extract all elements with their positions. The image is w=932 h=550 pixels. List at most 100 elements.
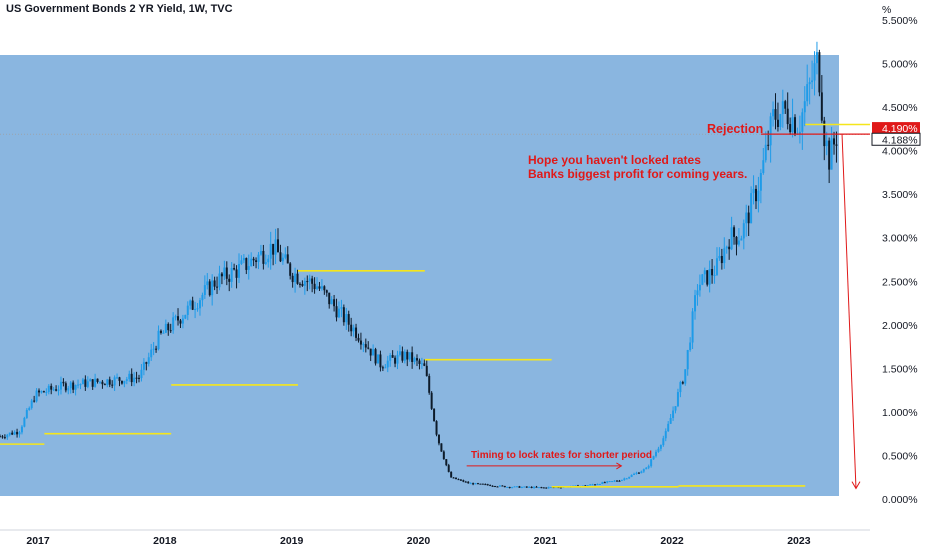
candle-body	[391, 355, 394, 358]
candle-body	[696, 290, 699, 296]
candle-body	[815, 52, 818, 64]
price-badge-red	[872, 122, 920, 135]
candle-body	[462, 480, 465, 482]
candle-body	[96, 378, 99, 382]
timing-arrow-head	[616, 462, 623, 470]
candle-body	[120, 380, 123, 384]
candle-body	[169, 330, 172, 332]
candle-body	[362, 344, 365, 346]
candle-body	[440, 443, 443, 452]
candle-body	[747, 212, 750, 224]
candle-body	[833, 138, 836, 145]
candle-body	[225, 267, 228, 279]
candle-body	[750, 193, 753, 224]
candle-body	[659, 445, 662, 449]
candle-body	[72, 382, 75, 390]
candle-body	[486, 484, 489, 486]
price-tick-label: 0.000%	[882, 494, 918, 506]
candle-body	[379, 354, 382, 368]
candle-body	[42, 391, 45, 393]
candle-body	[235, 269, 238, 278]
candle-body	[452, 477, 455, 479]
candle-body	[772, 109, 775, 117]
candle-body	[511, 487, 514, 489]
candle-body	[803, 101, 806, 113]
candle-body	[455, 477, 458, 480]
candle-body	[472, 483, 475, 485]
candle-body	[664, 431, 667, 439]
candle-body	[523, 486, 526, 488]
candle-body	[150, 349, 153, 358]
candle-body	[476, 483, 479, 485]
time-axis[interactable]	[0, 530, 870, 550]
candle-body	[228, 278, 231, 282]
candle-body	[467, 481, 470, 484]
candle-body	[459, 479, 462, 481]
candle-body	[594, 484, 597, 486]
candle-body	[16, 431, 19, 435]
candle-body	[413, 358, 416, 362]
candle-body	[25, 410, 28, 418]
candle-body	[625, 478, 628, 480]
candle-body	[247, 266, 250, 270]
time-tick-label: 2022	[660, 535, 684, 547]
candle-body	[123, 380, 126, 384]
candle-body	[79, 384, 82, 386]
candle-body	[237, 263, 240, 278]
candle-body	[545, 487, 548, 489]
candle-body	[464, 481, 467, 483]
price-tick-label: 3.000%	[882, 233, 918, 245]
candle-body	[589, 484, 592, 486]
candle-body	[425, 365, 428, 376]
candle-body	[203, 285, 206, 295]
candle-body	[508, 486, 511, 488]
candle-body	[286, 254, 289, 264]
candle-body	[164, 323, 167, 333]
candle-body	[272, 243, 275, 255]
candle-body	[318, 286, 321, 289]
candle-body	[769, 116, 772, 146]
candle-body	[35, 390, 38, 402]
candle-body	[586, 485, 589, 487]
candle-body	[294, 273, 297, 283]
candle-body	[350, 324, 353, 332]
candle-body	[825, 140, 828, 147]
candle-body	[0, 436, 1, 438]
candle-body	[59, 381, 62, 390]
candle-body	[530, 486, 533, 488]
candle-body	[620, 479, 623, 481]
candle-body	[633, 473, 636, 475]
candle-body	[369, 348, 372, 356]
candle-body	[813, 63, 816, 81]
candle-body	[396, 354, 399, 364]
candle-body	[47, 385, 50, 392]
candle-body	[689, 342, 692, 351]
candle-body	[667, 423, 670, 432]
candle-body	[764, 144, 767, 161]
candle-body	[401, 351, 404, 361]
candle-body	[550, 487, 553, 489]
candle-body	[433, 408, 436, 422]
candle-body	[101, 381, 104, 385]
price-axis[interactable]	[870, 0, 932, 530]
candle-body	[8, 432, 11, 435]
candle-body	[174, 316, 177, 318]
candle-body	[808, 82, 811, 85]
candle-body	[830, 138, 833, 170]
candle-body	[540, 487, 543, 489]
candle-body	[745, 212, 748, 224]
candle-body	[601, 482, 604, 485]
candle-body	[674, 406, 677, 411]
hope-label-line1: Hope you haven't locked rates	[528, 153, 701, 167]
down-arrow-head	[851, 481, 861, 490]
candle-body	[172, 317, 175, 331]
price-tick-label: 2.000%	[882, 320, 918, 332]
candle-body	[394, 357, 397, 364]
candle-body	[645, 467, 648, 470]
candle-body	[608, 481, 611, 483]
candle-body	[352, 327, 355, 332]
price-tick-label: 0.500%	[882, 450, 918, 462]
candle-body	[140, 369, 143, 379]
candle-body	[596, 484, 599, 486]
